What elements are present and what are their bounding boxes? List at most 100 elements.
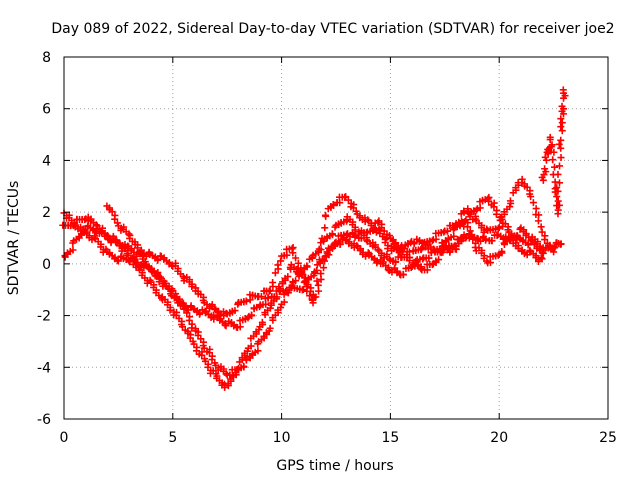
data-point bbox=[554, 197, 562, 205]
data-point bbox=[247, 311, 255, 319]
data-point bbox=[555, 179, 563, 187]
data-point bbox=[254, 347, 262, 355]
data-point bbox=[554, 187, 562, 195]
data-point bbox=[266, 287, 274, 295]
data-point bbox=[275, 283, 283, 291]
data-point bbox=[399, 270, 407, 278]
data-point bbox=[527, 193, 535, 201]
data-point bbox=[554, 170, 562, 178]
data-point bbox=[405, 257, 413, 265]
data-point bbox=[183, 309, 191, 317]
data-point bbox=[534, 257, 542, 265]
data-point bbox=[443, 227, 451, 235]
data-point bbox=[557, 123, 565, 131]
data-point bbox=[236, 323, 244, 331]
data-point bbox=[537, 254, 545, 262]
data-point bbox=[514, 244, 522, 252]
data-point bbox=[317, 275, 325, 283]
data-point bbox=[357, 234, 365, 242]
data-point bbox=[114, 257, 122, 265]
data-point bbox=[546, 133, 554, 141]
data-point bbox=[180, 305, 188, 313]
data-point bbox=[438, 239, 446, 247]
data-point bbox=[105, 204, 113, 212]
data-point bbox=[488, 237, 496, 245]
data-point bbox=[292, 254, 300, 262]
data-point bbox=[466, 231, 474, 239]
data-point bbox=[317, 270, 325, 278]
data-point bbox=[541, 153, 549, 161]
data-point bbox=[553, 193, 561, 201]
data-point bbox=[532, 205, 540, 213]
data-point bbox=[274, 261, 282, 269]
data-point bbox=[391, 258, 399, 266]
data-point bbox=[154, 256, 162, 264]
data-point bbox=[156, 273, 164, 281]
data-point bbox=[549, 156, 557, 164]
data-point bbox=[247, 342, 255, 350]
data-point bbox=[111, 215, 119, 223]
data-point bbox=[292, 277, 300, 285]
data-point bbox=[222, 322, 230, 330]
data-point bbox=[328, 230, 336, 238]
x-tick-label: 25 bbox=[599, 430, 617, 446]
x-tick-label: 10 bbox=[273, 430, 291, 446]
x-axis-label: GPS time / hours bbox=[276, 458, 393, 474]
data-point bbox=[559, 86, 567, 94]
chart-title: Day 089 of 2022, Sidereal Day-to-day VTE… bbox=[51, 21, 614, 37]
y-tick-label: 8 bbox=[42, 50, 51, 66]
data-point bbox=[371, 225, 379, 233]
data-point bbox=[469, 235, 477, 243]
x-tick-label: 0 bbox=[60, 430, 69, 446]
data-point bbox=[240, 362, 248, 370]
x-tick-label: 15 bbox=[381, 430, 399, 446]
data-point bbox=[314, 281, 322, 289]
data-point bbox=[316, 256, 324, 264]
data-point bbox=[69, 246, 77, 254]
ticks: 0 5 10 15 20 25 -6 -4 -2 0 2 4 6 8 bbox=[37, 50, 617, 446]
data-point bbox=[541, 236, 549, 244]
data-point bbox=[556, 162, 564, 170]
y-tick-label: 6 bbox=[42, 102, 51, 118]
data-point bbox=[557, 144, 565, 152]
data-point bbox=[410, 240, 418, 248]
y-tick-label: -6 bbox=[37, 412, 51, 428]
data-point bbox=[364, 216, 372, 224]
data-point bbox=[321, 224, 329, 232]
data-point bbox=[196, 310, 204, 318]
data-point bbox=[313, 266, 321, 274]
data-point bbox=[541, 165, 549, 173]
data-point bbox=[289, 249, 297, 257]
data-point bbox=[476, 204, 484, 212]
plot-frame bbox=[63, 56, 609, 420]
data-point bbox=[535, 211, 543, 219]
data-point bbox=[303, 262, 311, 270]
data-point bbox=[555, 140, 563, 148]
data-point bbox=[133, 244, 141, 252]
data-point bbox=[277, 304, 285, 312]
data-point bbox=[450, 232, 458, 240]
data-point bbox=[506, 203, 514, 211]
data-point bbox=[557, 154, 565, 162]
data-point bbox=[492, 210, 500, 218]
data-point bbox=[498, 247, 506, 255]
data-point bbox=[112, 238, 120, 246]
data-point bbox=[506, 197, 514, 205]
data-point bbox=[108, 208, 116, 216]
x-tick-label: 20 bbox=[490, 430, 508, 446]
data-point bbox=[464, 223, 472, 231]
data-point bbox=[262, 300, 270, 308]
data-point bbox=[185, 316, 193, 324]
data-point bbox=[486, 259, 494, 267]
data-point bbox=[321, 257, 329, 265]
data-point bbox=[425, 254, 433, 262]
data-point bbox=[166, 306, 174, 314]
data-point bbox=[211, 304, 219, 312]
data-point bbox=[485, 197, 493, 205]
data-point bbox=[551, 178, 559, 186]
data-point bbox=[472, 206, 480, 214]
data-point bbox=[417, 245, 425, 253]
data-point bbox=[494, 251, 502, 259]
y-tick-label: -2 bbox=[37, 309, 51, 325]
